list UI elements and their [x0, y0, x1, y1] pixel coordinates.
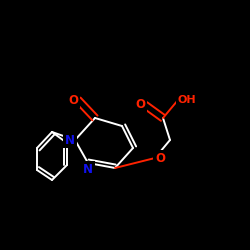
Text: N: N [65, 134, 75, 146]
Text: O: O [135, 98, 145, 112]
Text: OH: OH [178, 95, 197, 105]
Text: O: O [155, 152, 165, 164]
Text: N: N [83, 163, 93, 176]
Text: O: O [68, 94, 78, 106]
